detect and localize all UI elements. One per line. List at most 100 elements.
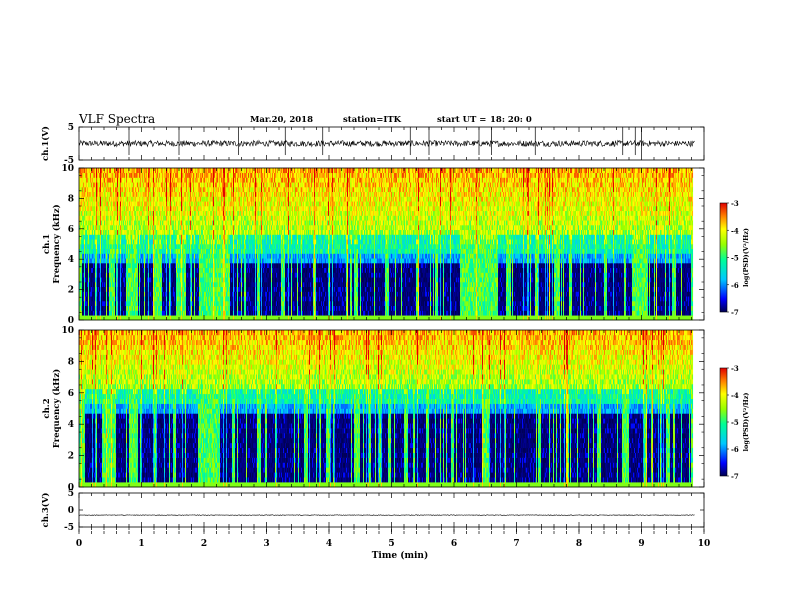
- ch1-spectrogram-cell: [186, 258, 187, 263]
- ch1-spectrogram-cell: [92, 258, 93, 263]
- ch1-spectrogram-cell: [171, 206, 172, 211]
- ch1-spectrogram-cell: [198, 249, 199, 254]
- ch1-spectrogram-cell: [107, 187, 108, 192]
- ch1-spectrogram-cell: [178, 182, 179, 187]
- ch1-spectrogram-cell: [82, 168, 83, 173]
- ch1-spectrogram-cell: [196, 197, 197, 202]
- ch1-spectrogram-cell: [176, 201, 177, 206]
- ch1-spectrogram-cell: [131, 220, 132, 225]
- ch1-spectrogram-cell: [128, 178, 129, 183]
- ch1-spectrogram-cell: [109, 306, 110, 311]
- ch1-spectrogram-cell: [136, 282, 137, 287]
- ch1-spectrogram-cell: [103, 258, 104, 263]
- ch1-spectrogram-cell: [183, 239, 184, 244]
- ch1-spectrogram-cell: [167, 306, 168, 311]
- ch1-spectrogram-cell: [123, 220, 124, 225]
- ch1-spectrogram-cell: [143, 211, 144, 216]
- ch1-spectrogram-cell: [151, 197, 152, 202]
- ch1-spectrogram-cell: [176, 273, 177, 278]
- ch1-spectrogram-cell: [94, 258, 95, 263]
- ch1-spectrogram-cell: [97, 187, 98, 192]
- ch1-spectrogram-cell: [113, 178, 114, 183]
- ch1-spectrogram-cell: [116, 306, 117, 311]
- ch1-spectrogram-cell: [95, 201, 96, 206]
- ch1-spectrogram-cell: [153, 258, 154, 263]
- ch1-spectrogram-cell: [196, 182, 197, 187]
- ch1-spectrogram-cell: [121, 230, 122, 235]
- ch1-spectrogram-cell: [118, 230, 119, 235]
- ch1-spectrogram-cell: [190, 230, 191, 235]
- ch1-spectrogram-cell: [209, 192, 210, 197]
- ch1-spectrogram-cell: [96, 235, 97, 240]
- ch1-spectrogram-cell: [136, 235, 137, 240]
- ch1-spectrogram-cell: [204, 301, 205, 306]
- ch1-spectrogram-cell: [176, 187, 177, 192]
- ch1-spectrogram-cell: [165, 239, 166, 244]
- ch1-spectrogram-cell: [134, 187, 135, 192]
- ch1-spectrogram-cell: [107, 254, 108, 259]
- ch1-spectrogram-cell: [82, 263, 83, 268]
- ch1-spectrogram-cell: [209, 173, 210, 178]
- ch1-spectrogram-cell: [143, 249, 144, 254]
- ch1-spectrogram-cell: [85, 311, 86, 316]
- ch1-spectrogram-cell: [99, 173, 100, 178]
- ch1-spectrogram-cell: [131, 296, 132, 301]
- ch1-spectrogram-cell: [111, 258, 112, 263]
- ch1-spectrogram-cell: [184, 273, 185, 278]
- ch1-spectrogram-cell: [165, 258, 166, 263]
- ch1-spectrogram-cell: [171, 263, 172, 268]
- ch1-spectrogram-cell: [127, 277, 128, 282]
- ch1-spectrogram-cell: [194, 173, 195, 178]
- ch1-spectrogram-cell: [205, 206, 206, 211]
- ch1-spectrogram-cell: [113, 311, 114, 316]
- ch1-spectrogram-cell: [147, 244, 148, 249]
- ch1-spectrogram-cell: [136, 263, 137, 268]
- ch1-spectrogram-cell: [155, 282, 156, 287]
- ch1-spectrogram-cell: [114, 306, 115, 311]
- ch1-spectrogram-cell: [110, 277, 111, 282]
- ch1-spectrogram-cell: [148, 235, 149, 240]
- ch1-spectrogram-cell: [110, 235, 111, 240]
- ch1-spectrogram-cell: [204, 235, 205, 240]
- ch1-spectrogram-cell: [137, 268, 138, 273]
- ch1-spectrogram-cell: [172, 282, 173, 287]
- ch1-spectrogram-cell: [188, 292, 189, 297]
- ch1-spectrogram-cell: [98, 296, 99, 301]
- ch1-spectrogram-cell: [180, 263, 181, 268]
- ch1-spectrogram-cell: [148, 268, 149, 273]
- ch1-spectrogram-cell: [169, 263, 170, 268]
- ch1-spectrogram-cell: [174, 296, 175, 301]
- ch1-spectrogram-cell: [164, 301, 165, 306]
- ch1-spectrogram-cell: [187, 306, 188, 311]
- ch1-spectrogram-cell: [165, 268, 166, 273]
- ch1-spectrogram-cell: [96, 220, 97, 225]
- ch1-spectrogram-cell: [82, 282, 83, 287]
- ch1-spectrogram-cell: [189, 244, 190, 249]
- ch1-spectrogram-cell: [207, 173, 208, 178]
- ch1-spectrogram-cell: [133, 315, 134, 320]
- ch1-spectrogram-cell: [85, 206, 86, 211]
- ch1-spectrogram-cell: [112, 287, 113, 292]
- ch1-spectrogram-cell: [122, 201, 123, 206]
- ch1-spectrogram-cell: [121, 168, 122, 173]
- ch1-spectrogram-cell: [105, 296, 106, 301]
- ch1-spectrogram-cell: [148, 230, 149, 235]
- ch1-spectrogram-cell: [123, 173, 124, 178]
- ch1-spectrogram-cell: [140, 182, 141, 187]
- ch1-spectrogram-cell: [203, 230, 204, 235]
- ch1-spectrogram-cell: [136, 249, 137, 254]
- ch1-spectrogram-cell: [191, 277, 192, 282]
- ch1-spectrogram-cell: [183, 211, 184, 216]
- ch1-spectrogram-cell: [144, 258, 145, 263]
- ch1-spectrogram-cell: [91, 287, 92, 292]
- ch1-spectrogram-cell: [134, 296, 135, 301]
- ch1-spectrogram-cell: [89, 263, 90, 268]
- ch1-spectrogram-cell: [149, 287, 150, 292]
- ch1-spectrogram-cell: [144, 306, 145, 311]
- ch1-spectrogram-cell: [179, 173, 180, 178]
- ch1-spectrogram-cell: [158, 225, 159, 230]
- ch1-spectrogram-cell: [86, 192, 87, 197]
- ch1-spectrogram-cell: [89, 244, 90, 249]
- ch1-spectrogram-cell: [193, 197, 194, 202]
- ch1-spectrogram-cell: [129, 220, 130, 225]
